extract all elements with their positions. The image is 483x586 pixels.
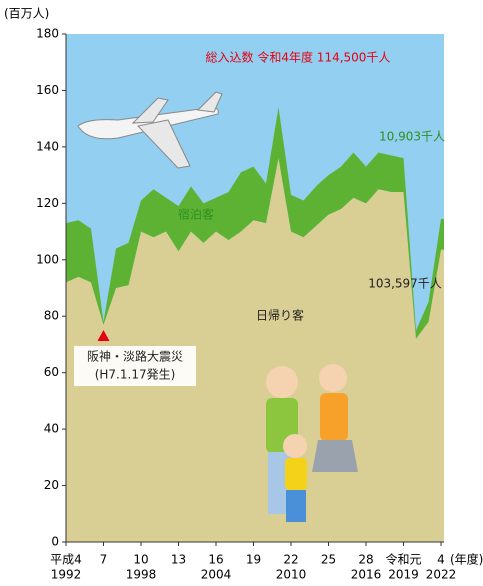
person-head — [266, 366, 298, 398]
person-head — [319, 364, 347, 392]
annotation-box — [74, 346, 196, 386]
child-legs — [286, 490, 306, 522]
y-tick-label: 20 — [44, 478, 59, 492]
y-tick-label: 140 — [36, 139, 59, 153]
y-tick-label: 100 — [36, 252, 59, 266]
airplane-body — [77, 107, 219, 140]
y-tick-label: 160 — [36, 83, 59, 97]
airplane-wing — [131, 97, 191, 169]
x-year-label: 2004 — [201, 568, 232, 582]
x-tick-label: 28 — [358, 553, 373, 567]
x-unit-label: (年度) — [450, 552, 483, 567]
x-tick-label: 25 — [321, 553, 336, 567]
x-tick-label: 22 — [283, 553, 298, 567]
airplane-tail — [196, 91, 223, 113]
x-tick-label: 7 — [100, 553, 108, 567]
y-tick-label: 60 — [44, 365, 59, 379]
y-tick-label: 180 — [36, 27, 59, 41]
x-year-label: 2016 — [351, 568, 382, 582]
x-tick-label: 令和元 — [385, 552, 421, 567]
y-tick-label: 120 — [36, 196, 59, 210]
x-tick-label: 平成4 — [50, 553, 82, 567]
event-marker — [97, 329, 110, 341]
airplane — [77, 91, 223, 169]
annotation: 阪神・淡路大震災 — [87, 349, 183, 364]
y-tick-label: 80 — [44, 309, 59, 323]
y-axis-label: (百万人) — [4, 7, 49, 21]
x-year-label: 1998 — [126, 568, 157, 582]
x-tick-label: 19 — [246, 553, 261, 567]
person-skirt — [312, 440, 358, 472]
x-tick-label: 10 — [133, 553, 148, 567]
x-year-label: 2010 — [276, 568, 307, 582]
annotation: 日帰り客 — [256, 308, 304, 323]
y-tick-label: 0 — [51, 535, 59, 549]
y-tick-label: 40 — [44, 422, 59, 436]
area-1 — [66, 107, 444, 339]
annotation: 10,903千人 — [379, 130, 445, 144]
annotation: 宿泊客 — [178, 207, 214, 222]
x-year-label: 1992 — [51, 568, 82, 582]
x-tick-label: 4 — [437, 553, 445, 567]
child-head — [283, 434, 307, 458]
x-year-label: 2019 — [388, 568, 419, 582]
x-tick-label: 13 — [171, 553, 186, 567]
child-body — [285, 458, 307, 490]
x-year-label: 2022 — [426, 568, 457, 582]
annotation: 103,597千人 — [368, 277, 442, 291]
annotation: 総入込数 令和4年度 114,500千人 — [206, 50, 391, 65]
annotation: (H7.1.17発生) — [95, 368, 176, 382]
x-tick-label: 16 — [208, 553, 223, 567]
family — [266, 364, 358, 522]
person-body — [320, 393, 348, 441]
